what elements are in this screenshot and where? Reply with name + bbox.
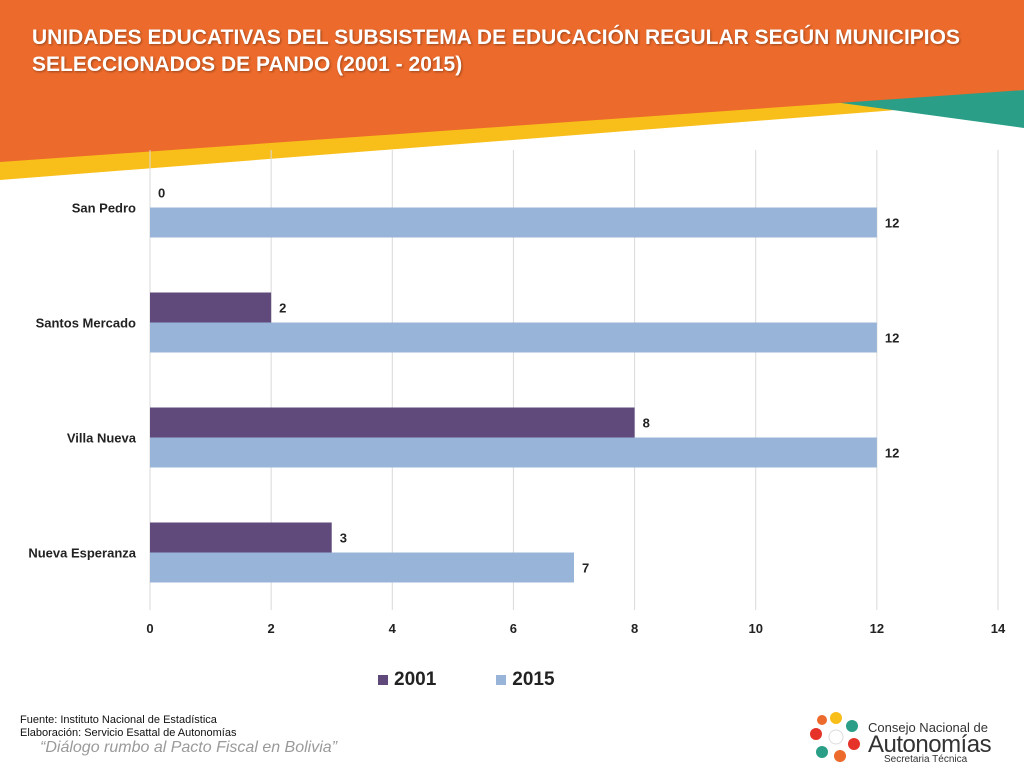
data-label-2001-0: 0 [158,186,165,201]
legend-item-2015: 2015 [496,669,555,691]
data-label-2015-3: 7 [582,561,589,576]
legend-label-2015: 2015 [512,669,555,690]
data-label-2015-0: 12 [885,216,899,231]
category-label-2: Villa Nueva [67,431,137,446]
page-title: UNIDADES EDUCATIVAS DEL SUBSISTEMA DE ED… [32,26,960,76]
header-orange-band [0,0,1024,162]
data-label-2015-1: 12 [885,331,899,346]
legend-label-2001: 2001 [394,669,437,690]
legend-swatch-2001 [378,675,388,685]
category-label-3: Nueva Esperanza [28,546,136,561]
logo: Consejo Nacional de Autonomías Secretari… [808,708,1008,765]
bar-2001-2 [150,407,635,438]
header-yellow-band [0,96,1024,180]
bar-2001-3 [150,522,332,553]
bar-2001-1 [150,292,272,323]
bar-2015-3 [150,552,574,583]
x-tick-label-8: 8 [631,621,638,636]
bar-2015-0 [150,207,877,238]
x-tick-label-2: 2 [268,621,275,636]
legend-swatch-2015 [496,675,507,685]
data-label-2001-3: 3 [340,531,347,546]
x-tick-label-14: 14 [991,621,1006,636]
header-banner [0,0,1024,180]
bar-2015-2 [150,437,877,468]
x-tick-label-12: 12 [870,621,884,636]
category-label-1: Santos Mercado [36,316,136,331]
legend-item-2001: 2001 [378,669,436,691]
x-tick-label-0: 0 [146,621,153,636]
bar-2015-1 [150,322,877,353]
data-label-2001-1: 2 [279,301,286,316]
logo-mark-icon [810,712,860,762]
data-label-2015-2: 12 [885,446,899,461]
logo-line-2: Autonomías [868,731,992,758]
x-tick-label-6: 6 [510,621,517,636]
source-text: Fuente: Instituto Nacional de Estadístic… [20,714,217,726]
data-label-2001-2: 8 [643,416,650,431]
x-tick-label-4: 4 [389,621,397,636]
category-label-0: San Pedro [72,201,136,216]
footer-source: Fuente: Instituto Nacional de Estadístic… [20,714,236,740]
chart-legend: 2001 2015 [378,669,555,691]
slogan: “Diálogo rumbo al Pacto Fiscal en Bolivi… [40,739,338,756]
logo-line-1: Consejo Nacional de [868,720,988,735]
x-tick-label-10: 10 [748,621,762,636]
logo-line-3: Secretaria Técnica [884,754,968,765]
bar-chart: 0 2 4 6 8 10 12 14 San Pedro 0 12 Santos Mercado 2 12… [28,150,1006,636]
elaboration-text: Elaboración: Servicio Esattal de Autonom… [20,727,237,739]
